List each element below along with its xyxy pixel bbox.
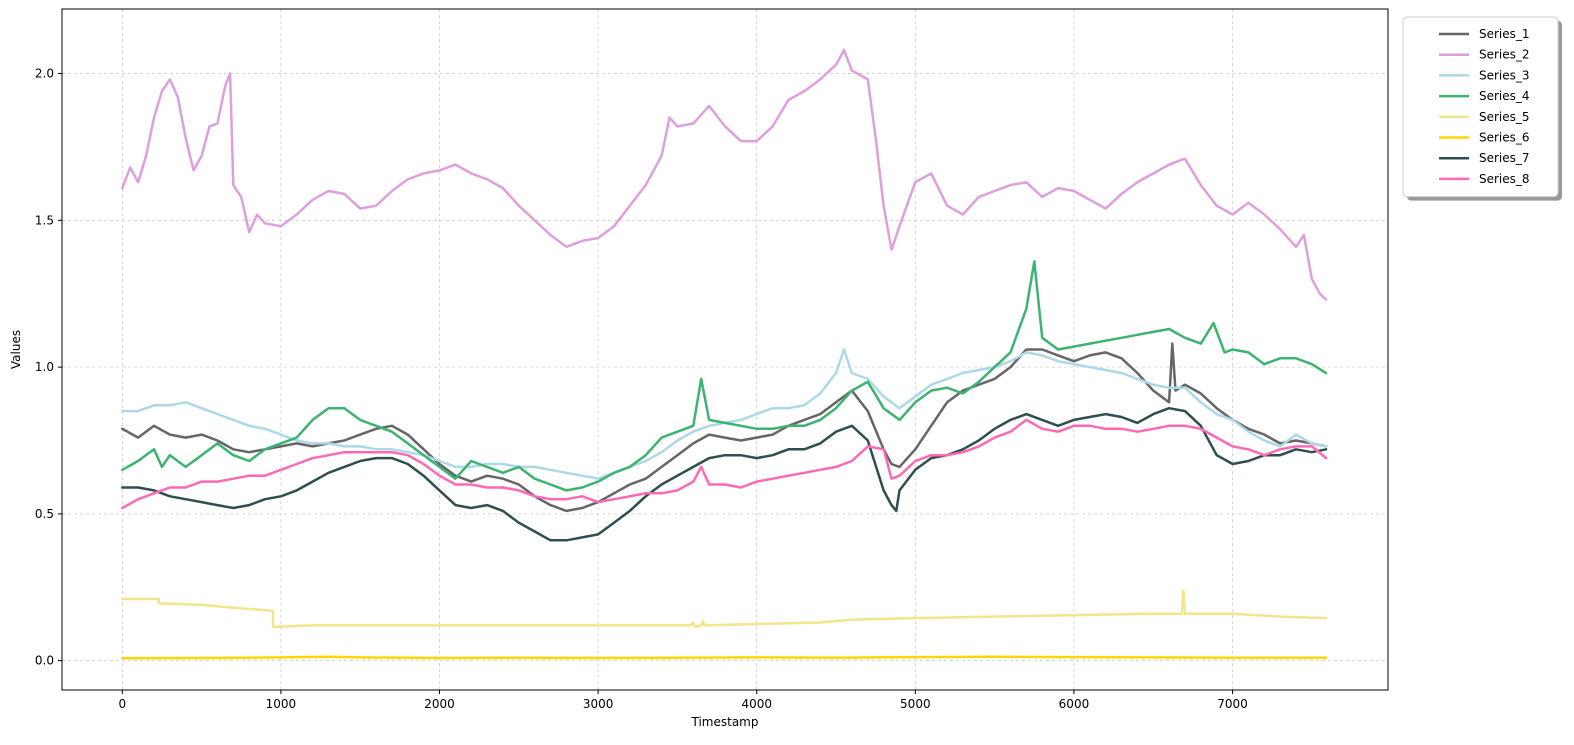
legend-label: Series_6 [1479,131,1530,145]
legend-label: Series_5 [1479,110,1530,124]
plot-frame [61,8,1389,691]
x-tick-label: 0 [118,697,126,711]
y-tick-label: 0.5 [35,507,54,521]
legend: Series_1 Series_2 Series_3 Series_4 Series_5… [1402,16,1562,201]
legend-label: Series_3 [1479,68,1530,82]
legend-label: Series_7 [1479,151,1530,165]
x-tick-label: 1000 [266,697,297,711]
legend-box [1402,16,1559,198]
y-axis: 0.0 0.5 1.0 1.5 2.0 [35,67,62,668]
series-line-series-2 [121,48,1328,301]
series-line-series-6 [121,655,1328,660]
x-axis: 0 1000 2000 3000 4000 5000 6000 7000 [118,690,1248,711]
legend-label: Series_1 [1479,27,1530,41]
legend-label: Series_8 [1479,172,1530,186]
legend-label: Series_4 [1479,89,1530,103]
series-layer [121,48,1328,660]
gridlines [62,9,1388,690]
x-tick-label: 7000 [1217,697,1248,711]
y-axis-label: Values [9,330,23,369]
series-line-series-8 [121,418,1328,510]
series-line-series-7 [121,406,1328,542]
x-axis-label: Timestamp [691,715,759,729]
y-tick-label: 2.0 [35,67,54,81]
series-line-series-5 [121,588,1328,629]
legend-label: Series_2 [1479,48,1530,62]
x-tick-label: 2000 [424,697,455,711]
series-line-series-4 [121,260,1328,492]
y-tick-label: 1.0 [35,360,54,374]
y-tick-label: 0.0 [35,654,54,668]
x-tick-label: 3000 [583,697,614,711]
x-tick-label: 5000 [900,697,931,711]
x-tick-label: 6000 [1059,697,1090,711]
x-tick-label: 4000 [741,697,772,711]
series-line-series-3 [121,348,1328,480]
y-tick-label: 1.5 [35,213,54,227]
